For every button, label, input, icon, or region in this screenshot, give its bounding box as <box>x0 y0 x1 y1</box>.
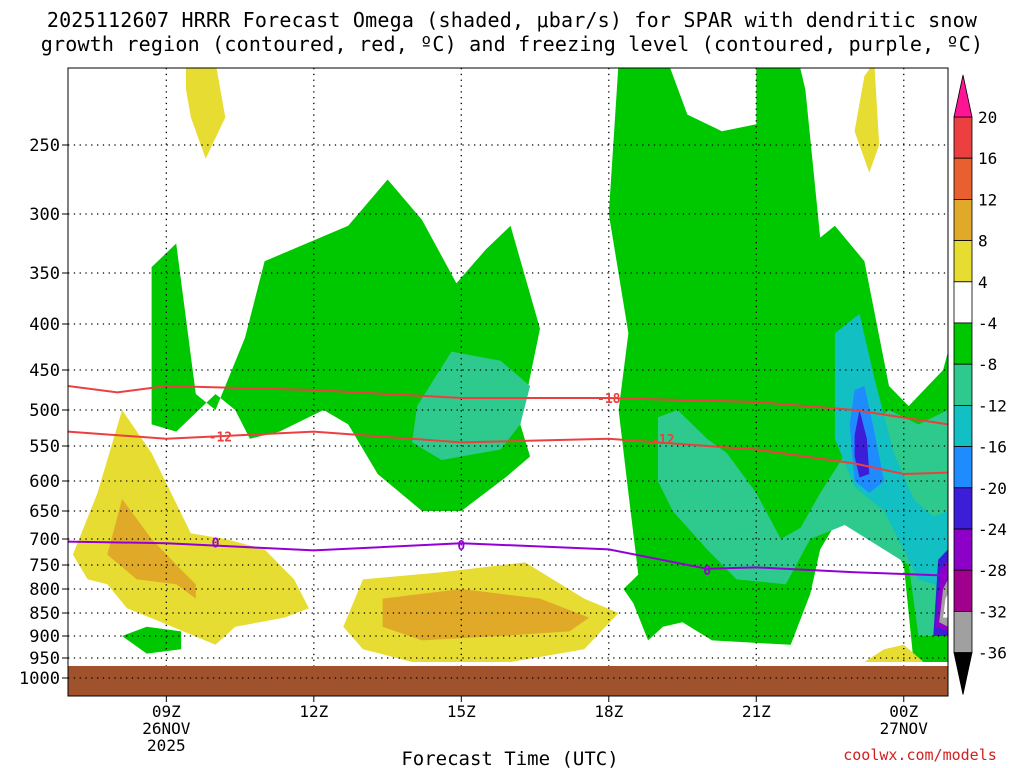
x-tick-label: 12Z <box>299 702 328 721</box>
colorbar-label: 12 <box>978 190 997 209</box>
colorbar-band <box>953 487 973 530</box>
x-tick-label: 15Z <box>447 702 476 721</box>
colorbar-band <box>953 198 973 241</box>
colorbar-label: -4 <box>978 314 997 333</box>
colorbar-band <box>953 322 973 365</box>
x-tick-label: 21Z <box>742 702 771 721</box>
colorbar-band <box>953 611 973 654</box>
chart-title-line-2: growth region (contoured, red, ºC) and f… <box>40 32 984 56</box>
contour-dgz-minus12 <box>68 430 948 476</box>
colorbar-band <box>953 116 973 159</box>
contour-dgz-minus18 <box>68 384 948 426</box>
colorbar-label: -8 <box>978 355 997 374</box>
contour-label: -12 <box>209 431 232 446</box>
x-tick-date: 27NOV <box>880 719 929 738</box>
omega-region-teal-upper-left <box>412 351 531 460</box>
x-tick-label: 09Z <box>152 702 181 721</box>
colorbar-band <box>953 363 973 406</box>
colorbar-label: -24 <box>978 520 1007 539</box>
colorbar-label: -32 <box>978 602 1007 621</box>
y-tick-label: 700 <box>29 530 60 550</box>
colorbar-label: -28 <box>978 561 1007 580</box>
y-tick-label: 450 <box>29 361 60 381</box>
y-tick-label: 550 <box>29 437 60 457</box>
colorbar-band <box>953 281 973 324</box>
omega-region-yellow-low-left <box>72 410 309 645</box>
y-tick-label: 500 <box>29 401 60 421</box>
colorbar-label: 20 <box>978 108 997 127</box>
omega-region-yellow-top-right <box>854 68 880 173</box>
colorbar-band <box>953 528 973 571</box>
contour-label: 0 <box>703 564 711 579</box>
chart-title-line-1: 2025112607 HRRR Forecast Omega (shaded, … <box>46 8 978 32</box>
colorbar-band <box>953 240 973 283</box>
below-ground-fill <box>68 666 948 696</box>
y-tick-label: 350 <box>29 264 60 284</box>
contour-label: 0 <box>457 539 465 554</box>
omega-region-gold-low-mid <box>382 589 590 641</box>
omega-region-darkblue-core <box>854 410 870 478</box>
colorbar-label: -12 <box>978 396 1007 415</box>
colorbar-band <box>953 569 973 612</box>
omega-region-green-bottom-left <box>122 626 182 654</box>
omega-region-edge-3 <box>943 593 948 618</box>
y-tick-label: 600 <box>29 472 60 492</box>
x-axis-label: Forecast Time (UTC) <box>401 748 618 768</box>
y-tick-label: 650 <box>29 502 60 522</box>
y-tick-label: 400 <box>29 315 60 335</box>
colorbar-under-arrow <box>953 652 973 695</box>
x-tick-date: 26NOV <box>142 719 191 738</box>
y-tick-label: 900 <box>29 627 60 647</box>
contour-label: -12 <box>651 433 674 448</box>
omega-region-yellow-top <box>186 68 226 159</box>
omega-region-gold-low-left <box>107 499 196 599</box>
plot-frame <box>67 67 949 697</box>
y-tick-label: 750 <box>29 556 60 576</box>
x-tick-year: 2025 <box>147 736 186 755</box>
colorbar-label: 4 <box>978 273 988 292</box>
x-tick-label: 00Z <box>889 702 918 721</box>
colorbar-band <box>953 157 973 200</box>
y-tick-label: 850 <box>29 604 60 624</box>
y-tick-label: 300 <box>29 205 60 225</box>
colorbar-label: 8 <box>978 232 988 251</box>
y-tick-label: 1000 <box>19 669 60 689</box>
contour-label: 0 <box>212 537 220 552</box>
omega-region-yellow-bottom-right <box>864 644 924 662</box>
credit-text: coolwx.com/models <box>843 746 997 764</box>
colorbar-band <box>953 404 973 447</box>
x-tick-label: 18Z <box>594 702 623 721</box>
y-tick-label: 250 <box>29 136 60 156</box>
y-tick-label: 800 <box>29 580 60 600</box>
colorbar-label: -20 <box>978 479 1007 498</box>
contour-label: -18 <box>597 392 621 407</box>
contour-freezing-level-0 <box>68 540 948 577</box>
colorbar-label: -36 <box>978 644 1007 663</box>
colorbar-over-arrow <box>953 74 973 118</box>
colorbar-label: 16 <box>978 149 997 168</box>
y-tick-label: 950 <box>29 649 60 669</box>
colorbar-band <box>953 446 973 489</box>
colorbar-label: -16 <box>978 438 1007 457</box>
omega-region-green-upper-left <box>151 179 540 511</box>
omega-region-cyan-right <box>834 313 948 589</box>
